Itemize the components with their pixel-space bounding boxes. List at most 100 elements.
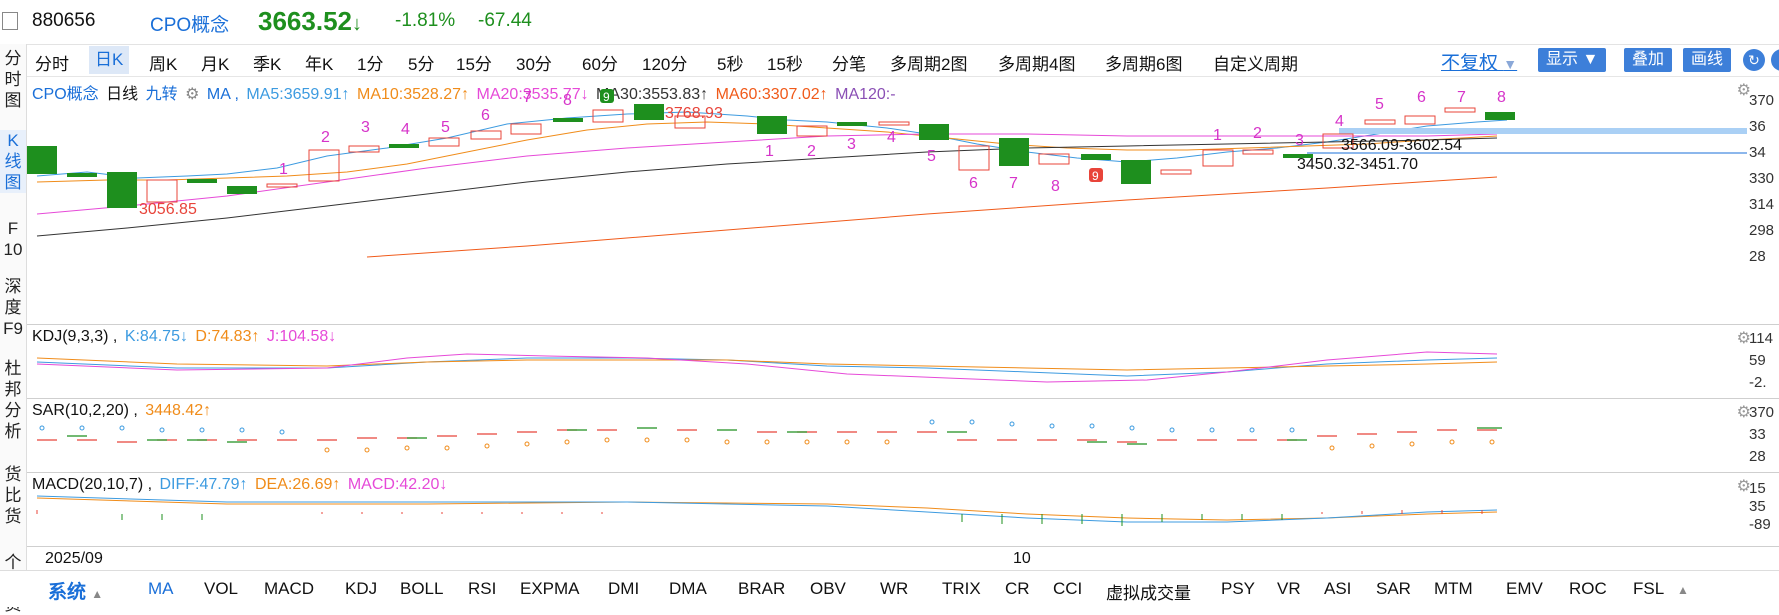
ind-roc[interactable]: ROC (1569, 579, 1607, 598)
main-y-6: 28 (1749, 248, 1766, 265)
ind-obv[interactable]: OBV (810, 579, 846, 598)
ind-expma[interactable]: EXPMA (520, 579, 580, 598)
tab-multi4[interactable]: 多周期4图 (998, 55, 1076, 74)
overlay-button[interactable]: 叠加 (1624, 48, 1673, 72)
show-button[interactable]: 显示 ▼ (1538, 48, 1607, 72)
tab-custom[interactable]: 自定义周期 (1213, 55, 1298, 74)
ind-emv[interactable]: EMV (1506, 579, 1543, 598)
ind-virtual-volume[interactable]: 虚拟成交量 (1106, 584, 1191, 603)
ind-vol[interactable]: VOL (204, 579, 239, 598)
fq-select[interactable]: 不复权 ▼ (1441, 53, 1518, 74)
more-icon[interactable] (1771, 49, 1779, 71)
ind-sar[interactable]: SAR (1376, 579, 1411, 598)
sar-gear-icon[interactable]: ⚙ (1736, 404, 1751, 421)
main-y-3: 330 (1749, 170, 1775, 187)
svg-text:3: 3 (1295, 132, 1304, 149)
sar-chart (37, 419, 1502, 453)
ind-psy[interactable]: PSY (1221, 579, 1256, 598)
tab-tick[interactable]: 分笔 (832, 55, 866, 74)
sidebar-toggle-icon[interactable] (2, 12, 18, 30)
nav-dupont[interactable]: 杜邦分析 (4, 359, 22, 441)
svg-text:6: 6 (969, 175, 978, 192)
nav-timeshare[interactable]: 分时图 (4, 49, 22, 110)
ind-ma[interactable]: MA (148, 579, 174, 598)
main-legend: CPO概念 日线 九转 ⚙ MA , MA5:3659.91↑ MA10:352… (32, 80, 899, 104)
macd-y-0: 15 (1749, 480, 1766, 497)
ind-rsi[interactable]: RSI (468, 579, 497, 598)
ind-vr[interactable]: VR (1277, 579, 1301, 598)
legend-ma120: MA120:- (835, 86, 896, 103)
ind-brar[interactable]: BRAR (738, 579, 786, 598)
ind-asi[interactable]: ASI (1324, 579, 1352, 598)
tab-year-k[interactable]: 年K (305, 55, 334, 74)
more-indicators-icon[interactable]: ▲ (1677, 583, 1689, 597)
legend-ma10: MA10:3528.27↑ (356, 86, 470, 103)
caret-down-icon: ▼ (1503, 56, 1518, 72)
ind-kdj[interactable]: KDJ (345, 579, 378, 598)
tab-15sec[interactable]: 15秒 (767, 55, 803, 74)
sar-bars (37, 427, 1502, 445)
tab-5min[interactable]: 5分 (408, 55, 435, 74)
ind-fsl[interactable]: FSL (1633, 579, 1665, 598)
macd-gear-icon[interactable]: ⚙ (1736, 478, 1751, 495)
tab-120min[interactable]: 120分 (642, 55, 688, 74)
tab-fenshi[interactable]: 分时 (35, 55, 69, 74)
refresh-icon[interactable]: ↻ (1743, 49, 1765, 71)
ind-mtm[interactable]: MTM (1434, 579, 1473, 598)
settings-small-icon[interactable]: ⚙ (185, 86, 200, 103)
tab-30min[interactable]: 30分 (516, 55, 552, 74)
ind-trix[interactable]: TRIX (942, 579, 981, 598)
tab-quarter-k[interactable]: 季K (253, 55, 282, 74)
legend-ma30: MA30:3553.83↑ (596, 86, 709, 103)
stock-name[interactable]: CPO概念 (150, 15, 230, 36)
macd-diff-line (36, 495, 1498, 523)
ma60-line (366, 176, 1498, 258)
tab-month-k[interactable]: 月K (201, 55, 230, 74)
highlight-band (1339, 128, 1747, 134)
tab-multi2[interactable]: 多周期2图 (890, 55, 968, 74)
macd-diff: DIFF:47.79↑ (159, 476, 248, 493)
svg-text:6: 6 (481, 107, 490, 124)
tab-1min[interactable]: 1分 (357, 55, 384, 74)
gear-icon[interactable]: ⚙ (1736, 82, 1751, 99)
tab-week-k[interactable]: 周K (149, 55, 178, 74)
candles (27, 104, 1515, 208)
legend-nine-turn[interactable]: 九转 (145, 86, 178, 103)
kdj-k: K:84.75↓ (124, 328, 188, 345)
legend-ma5: MA5:3659.91↑ (246, 86, 350, 103)
ind-dma[interactable]: DMA (669, 579, 707, 598)
ind-boll[interactable]: BOLL (400, 579, 444, 598)
ind-cci[interactable]: CCI (1053, 579, 1083, 598)
draw-line-button[interactable]: 画线 (1683, 48, 1732, 72)
low-annotation: 3056.85 (139, 201, 197, 218)
date-label-left: 2025/09 (45, 550, 103, 567)
sar-panel: SAR(10,2,20) , 3448.42↑ ⚙ 370 33 28 (27, 398, 1779, 473)
main-y-1: 36 (1749, 118, 1766, 135)
nav-f10[interactable]: F 10 (3, 219, 23, 259)
tab-day-k[interactable]: 日K (89, 46, 130, 74)
ind-dmi[interactable]: DMI (608, 579, 640, 598)
svg-text:5: 5 (927, 148, 936, 165)
svg-text:2: 2 (1253, 125, 1262, 142)
tab-60min[interactable]: 60分 (582, 55, 618, 74)
kdj-gear-icon[interactable]: ⚙ (1736, 330, 1751, 347)
ind-wr[interactable]: WR (880, 579, 909, 598)
nav-depth-f9[interactable]: 深度 F9 (3, 277, 23, 338)
range-annotation: 3566.09-3602.54 (1341, 137, 1462, 154)
tab-multi6[interactable]: 多周期6图 (1105, 55, 1183, 74)
tab-15min[interactable]: 15分 (456, 55, 492, 74)
svg-text:8: 8 (1051, 178, 1060, 195)
kdj-panel: KDJ(9,3,3) , K:84.75↓ D:74.83↑ J:104.58↓… (27, 324, 1779, 399)
nine-turn-labels: 1 2 3 4 5 6 7 8 1 2 3 4 5 6 7 8 1 2 3 4 5 6 7 8 (279, 89, 1506, 195)
current-price: 3663.52↓ (258, 6, 362, 36)
tab-5sec[interactable]: 5秒 (717, 55, 744, 74)
macd-hist-up (36, 510, 1483, 514)
sar-legend: SAR(10,2,20) , 3448.42↑ (32, 402, 214, 420)
ind-macd[interactable]: MACD (264, 579, 315, 598)
legend-ma: MA , (206, 86, 239, 103)
nav-compare[interactable]: 货比货 (4, 465, 22, 526)
system-menu[interactable]: 系统 ▲ (48, 582, 104, 603)
ind-cr[interactable]: CR (1005, 579, 1030, 598)
